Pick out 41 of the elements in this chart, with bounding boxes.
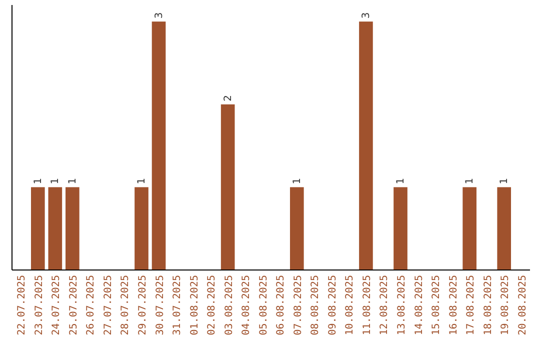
x-tick-label: 08.08.2025	[310, 275, 322, 336]
data-label: 1	[292, 178, 303, 184]
data-label: 1	[136, 178, 148, 184]
x-tick-label: 22.07.2025	[16, 275, 28, 336]
x-tick-label: 12.08.2025	[379, 275, 390, 336]
x-tick-label: 15.08.2025	[431, 275, 442, 336]
x-tick-label: 06.08.2025	[276, 275, 287, 336]
x-tick-label: 13.08.2025	[396, 275, 408, 336]
x-tick-label: 28.07.2025	[120, 275, 132, 336]
x-tick-label: 29.07.2025	[138, 275, 148, 336]
data-label: 1	[67, 178, 78, 184]
x-tick-label: 27.07.2025	[102, 275, 114, 336]
x-tick-label: 19.08.2025	[500, 275, 512, 336]
x-tick-label: 26.07.2025	[86, 275, 97, 336]
x-tick-label: 31.07.2025	[172, 275, 184, 336]
x-tick-label: 02.08.2025	[206, 275, 218, 336]
x-tick-label: 11.08.2025	[362, 275, 373, 336]
data-label: 1	[32, 178, 44, 184]
x-tick-label: 10.08.2025	[344, 275, 356, 336]
x-tick-label: 01.08.2025	[189, 275, 200, 336]
x-tick-label: 04.08.2025	[241, 275, 252, 336]
data-label: 3	[360, 12, 372, 19]
data-label: 1	[50, 178, 62, 184]
data-label: 3	[154, 12, 165, 19]
x-tick-label: 03.08.2025	[224, 275, 235, 336]
x-tick-label: 16.08.2025	[448, 275, 460, 336]
data-label: 1	[396, 178, 406, 184]
x-tick-label: 07.08.2025	[292, 275, 304, 336]
data-label: 2	[222, 95, 234, 102]
data-label: 1	[464, 178, 476, 184]
x-tick-label: 18.08.2025	[482, 275, 494, 336]
x-tick-label: 14.08.2025	[414, 275, 425, 336]
x-tick-label: 17.08.2025	[466, 275, 477, 336]
x-tick-label: 25.07.2025	[68, 275, 80, 336]
x-tick-label: 30.07.2025	[154, 275, 166, 336]
x-tick-label: 20.08.2025	[517, 275, 528, 336]
x-tick-label: 24.07.2025	[51, 275, 62, 336]
x-tick-label: 23.07.2025	[34, 275, 45, 336]
x-tick-label: 05.08.2025	[258, 275, 270, 336]
data-label: 1	[499, 178, 510, 184]
x-tick-label: 09.08.2025	[327, 275, 338, 336]
